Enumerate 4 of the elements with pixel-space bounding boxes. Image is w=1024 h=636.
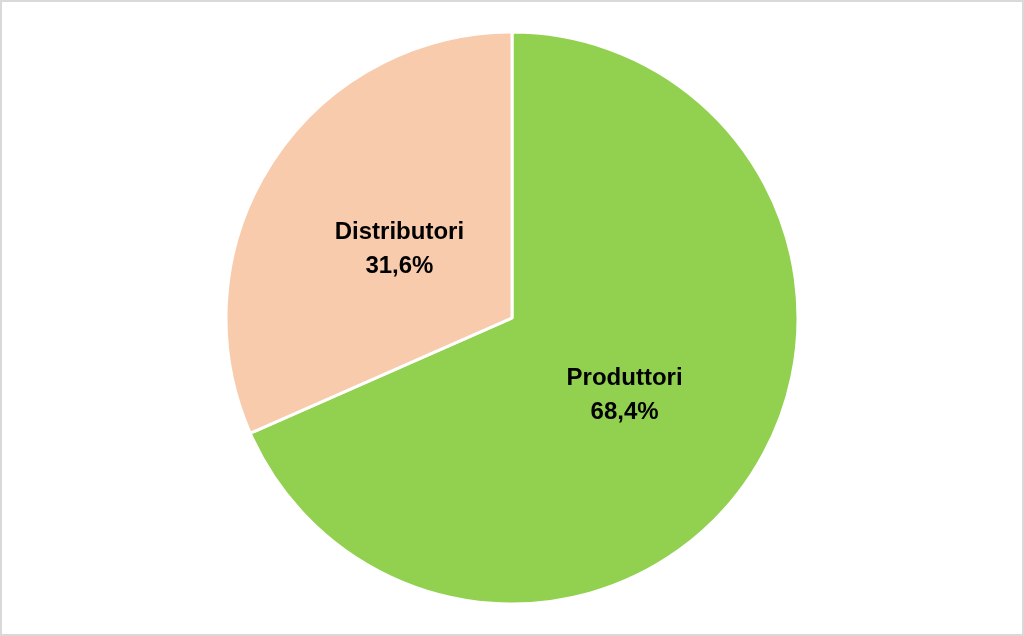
data-label: 31,6% [365, 250, 434, 278]
slice-label: Distributori [334, 216, 465, 244]
data-label: 68,4% [590, 397, 659, 425]
slice-label: Produttori [566, 363, 683, 391]
